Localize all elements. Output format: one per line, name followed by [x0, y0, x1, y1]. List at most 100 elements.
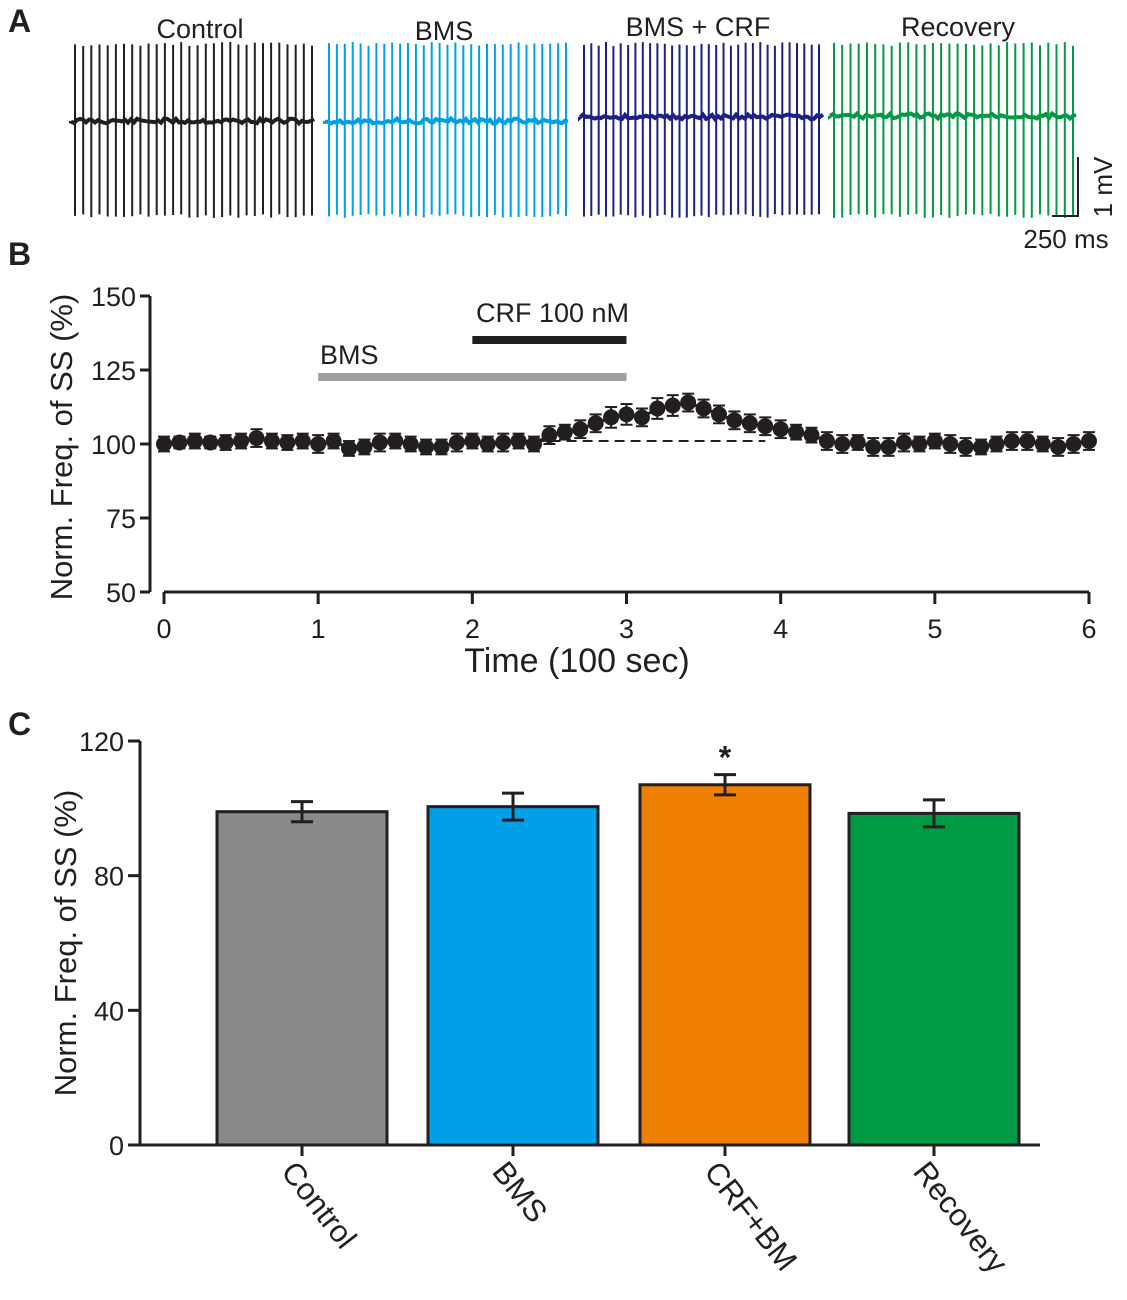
b-y-tick-label: 75	[106, 504, 136, 534]
b-y-tick-label: 125	[91, 356, 136, 386]
b-x-axis-title: Time (100 sec)	[464, 642, 689, 680]
trace-title-control: Control	[156, 14, 243, 44]
trace-bms	[323, 42, 569, 218]
b-x-tick-label: 6	[1081, 614, 1096, 644]
c-category-label: CRF+BM	[697, 1155, 804, 1278]
b-x-ticks: 0 1 2 3 4 5 6	[156, 592, 1097, 644]
trace-control-baseline	[69, 115, 316, 127]
scale-label-time: 250 ms	[1023, 224, 1108, 254]
b-x-tick-label: 1	[311, 614, 326, 644]
b-data-point	[772, 421, 789, 438]
b-x-tick-label: 5	[927, 614, 942, 644]
trace-control	[69, 42, 316, 218]
b-data-point	[479, 436, 496, 452]
b-data-point	[1050, 438, 1067, 455]
panel-letter-c: C	[8, 706, 31, 742]
b-data-point	[726, 412, 743, 429]
b-data-point	[1081, 433, 1097, 450]
b-data-point	[202, 434, 219, 451]
b-data-point	[233, 433, 250, 450]
b-data-point	[572, 421, 589, 438]
b-data-point	[418, 438, 435, 455]
b-series-points	[156, 392, 1097, 457]
b-data-point	[156, 436, 172, 452]
b-data-point	[402, 436, 419, 452]
bar-control	[215, 810, 389, 1147]
trace-title-bms-crf: BMS + CRF	[626, 12, 771, 42]
trace-title-bms: BMS	[415, 16, 474, 46]
panel-b-time-course: 50 75 100 125 150 0 1 2 3 4 5 6 Norm. Freq. of SS …	[44, 282, 1097, 680]
b-data-point	[217, 434, 234, 451]
b-data-point	[387, 433, 404, 450]
b-data-point	[171, 434, 188, 451]
b-data-point	[695, 400, 712, 417]
b-data-point	[433, 438, 450, 455]
c-y-tick-label: 0	[109, 1131, 124, 1161]
bar-recovery	[847, 811, 1021, 1147]
b-data-point	[757, 418, 774, 435]
panel-a-traces: Control BMS BMS + CRF Recovery 1 mV 250 …	[69, 12, 1118, 254]
b-y-ticks: 50 75 100 125 150	[91, 282, 150, 608]
bms-drug-label: BMS	[320, 340, 379, 370]
b-y-axis-title: Norm. Freq. of SS (%)	[44, 294, 79, 601]
b-data-point	[356, 438, 373, 455]
b-data-point	[248, 430, 265, 447]
b-x-tick-label: 3	[619, 614, 634, 644]
b-data-point	[587, 415, 604, 432]
panel-letter-a: A	[8, 3, 31, 39]
b-data-point	[448, 434, 465, 451]
trace-recovery	[828, 42, 1077, 218]
b-data-point	[1034, 436, 1051, 452]
b-data-point	[603, 409, 620, 426]
b-data-point	[803, 427, 820, 444]
b-data-point	[865, 438, 882, 455]
b-data-point	[263, 433, 280, 450]
b-data-point	[186, 433, 203, 450]
b-y-tick-label: 150	[91, 282, 136, 312]
c-category-label: Recovery	[906, 1155, 1014, 1280]
panel-letter-b: B	[8, 236, 31, 272]
b-data-point	[926, 433, 943, 450]
trace-title-recovery: Recovery	[901, 12, 1016, 42]
b-data-point	[849, 434, 866, 451]
b-data-point	[371, 434, 388, 451]
c-category-label: BMS	[485, 1155, 554, 1229]
b-data-point	[279, 434, 296, 451]
panel-c-bar-chart: 0 40 80 120 Norm. Freq. of SS (%) Control BM…	[48, 727, 1040, 1280]
c-y-tick-label: 120	[79, 727, 124, 757]
b-y-tick-label: 100	[91, 430, 136, 460]
b-data-point	[973, 438, 990, 455]
b-data-point	[1003, 433, 1020, 450]
b-data-point	[741, 415, 758, 432]
b-data-point	[495, 434, 512, 451]
c-bars: Control BMS CRF+BM * Recovery	[215, 740, 1021, 1280]
b-data-point	[294, 433, 311, 450]
b-data-point	[1019, 433, 1036, 450]
scale-bar	[1052, 157, 1079, 217]
b-y-tick-label: 50	[106, 578, 136, 608]
c-y-ticks: 0 40 80 120	[79, 727, 140, 1161]
c-y-axis-title: Norm. Freq. of SS (%)	[48, 790, 83, 1097]
b-x-tick-label: 2	[465, 614, 480, 644]
b-data-point	[942, 436, 959, 452]
c-significance-star: *	[719, 740, 732, 776]
b-data-point	[341, 440, 357, 457]
b-data-point	[310, 436, 327, 452]
b-data-point	[464, 433, 481, 450]
b-data-point	[1065, 436, 1082, 452]
b-data-point	[618, 406, 635, 423]
trace-recovery-baseline	[828, 110, 1077, 122]
b-data-point	[988, 436, 1005, 452]
c-category-label: Control	[274, 1155, 363, 1255]
bar-bms	[426, 805, 600, 1147]
b-data-point	[325, 433, 342, 450]
b-data-point	[649, 400, 666, 417]
b-data-point	[911, 436, 928, 452]
c-y-tick-label: 80	[94, 862, 124, 892]
trace-bms-crf	[578, 42, 825, 218]
b-data-point	[526, 436, 542, 452]
b-data-point	[711, 406, 727, 423]
b-data-point	[818, 433, 835, 450]
c-y-tick-label: 40	[94, 996, 124, 1026]
